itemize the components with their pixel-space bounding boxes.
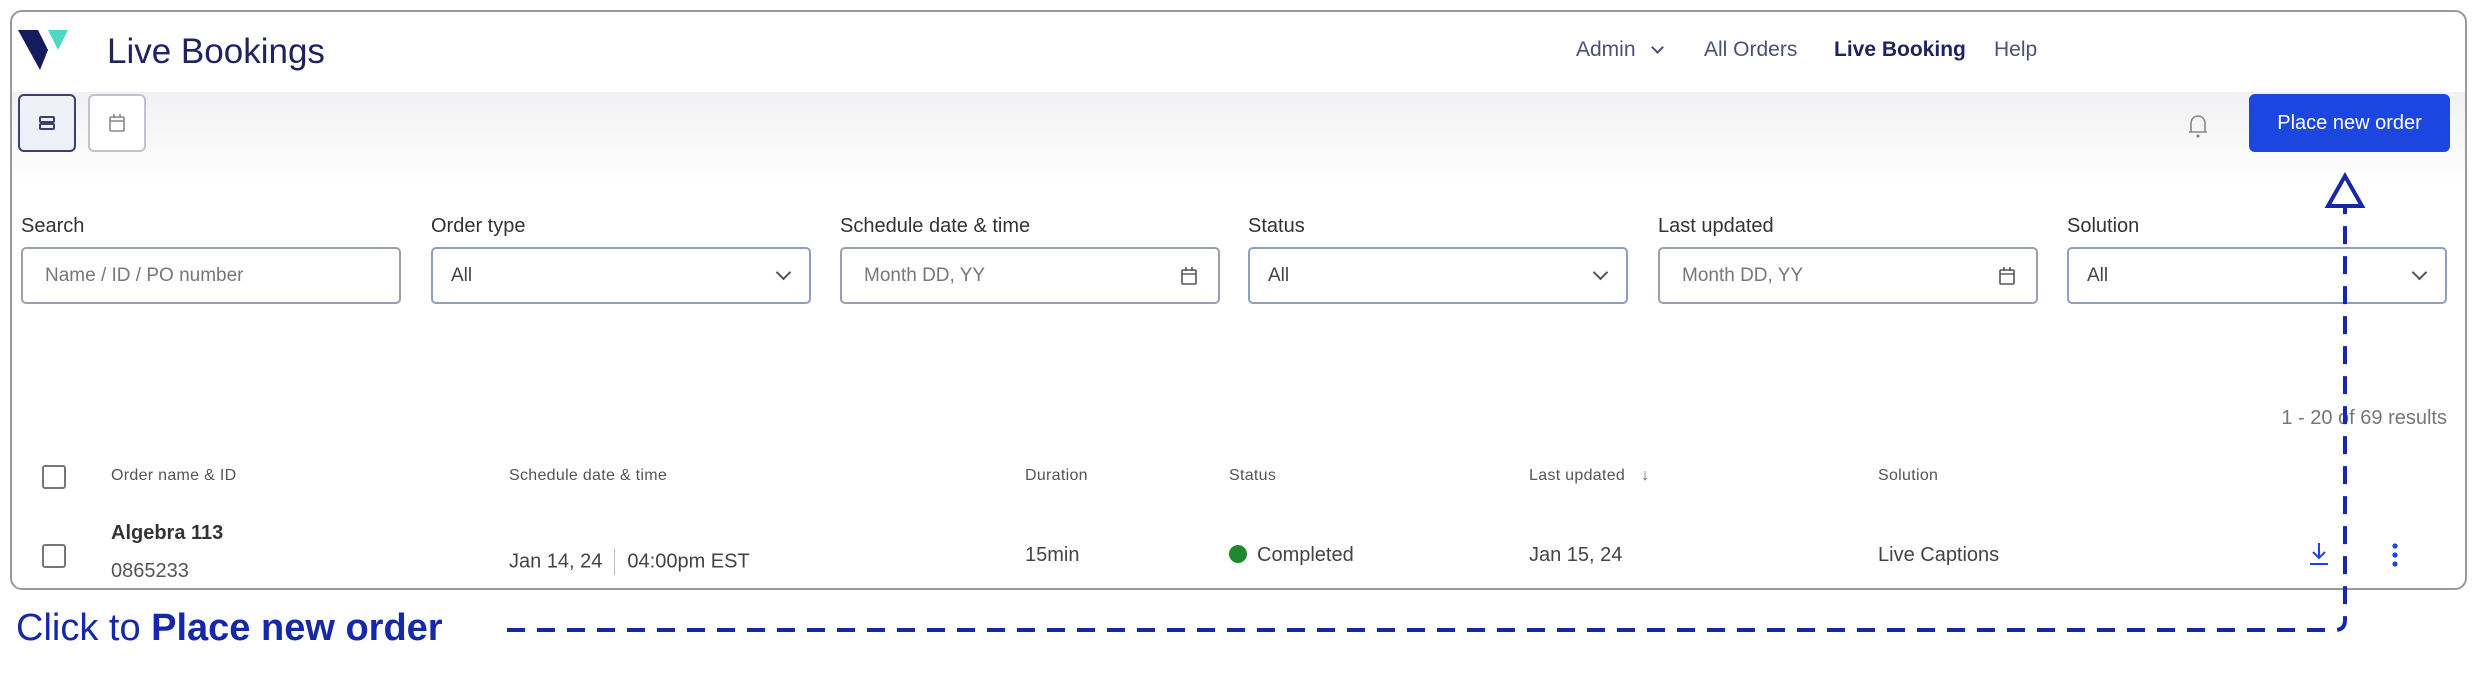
status-badge: Completed bbox=[1229, 544, 1354, 567]
logo-icon bbox=[18, 30, 68, 70]
annotation-dashed-line bbox=[507, 206, 2347, 632]
solution-cell: Live Captions bbox=[1878, 544, 2000, 566]
order-type-dropdown[interactable]: All bbox=[431, 247, 811, 304]
more-options-icon[interactable] bbox=[2390, 542, 2400, 568]
placeholder-text: Month DD, YY bbox=[1682, 264, 1804, 286]
header-solution: Solution bbox=[1878, 467, 1939, 484]
filter-label-order-type: Order type bbox=[431, 215, 526, 237]
schedule-time: 04:00pm EST bbox=[627, 550, 750, 573]
download-icon[interactable] bbox=[2308, 540, 2330, 568]
header-order-name: Order name & ID bbox=[111, 467, 237, 484]
filter-label-status: Status bbox=[1248, 215, 1305, 237]
divider bbox=[614, 549, 616, 575]
header-last-updated[interactable]: Last updated ↓ bbox=[1529, 467, 1649, 485]
list-view-icon bbox=[39, 116, 55, 130]
list-view-button[interactable] bbox=[18, 94, 76, 152]
calendar-view-button[interactable] bbox=[88, 94, 146, 152]
nav-all-orders[interactable]: All Orders bbox=[1704, 38, 1798, 61]
annotation-prefix: Click to bbox=[16, 607, 152, 649]
duration-cell: 15min bbox=[1025, 544, 1080, 566]
order-name[interactable]: Algebra 113 bbox=[111, 522, 224, 544]
header-duration: Duration bbox=[1025, 467, 1088, 484]
placeholder-text: Name / ID / PO number bbox=[45, 264, 244, 286]
calendar-view-icon bbox=[109, 114, 125, 132]
toolbar bbox=[12, 92, 2465, 187]
calendar-icon[interactable] bbox=[1180, 266, 1198, 286]
header-last-updated-label: Last updated bbox=[1529, 467, 1626, 484]
selected-value: All bbox=[451, 264, 473, 286]
nav-admin-label: Admin bbox=[1576, 38, 1636, 61]
last-updated-cell: Jan 15, 24 bbox=[1529, 544, 1623, 566]
schedule-date-time-input[interactable]: Month DD, YY bbox=[840, 247, 1220, 304]
filter-label-solution: Solution bbox=[2067, 215, 2140, 237]
annotation-text: Click to Place new order bbox=[16, 607, 443, 650]
status-dot-icon bbox=[1229, 545, 1247, 563]
schedule-cell: Jan 14, 24 04:00pm EST bbox=[509, 549, 750, 575]
schedule-date: Jan 14, 24 bbox=[509, 550, 603, 573]
order-id: 0865233 bbox=[111, 560, 189, 582]
app-window: Live Bookings Admin All Orders Live Book… bbox=[10, 10, 2467, 590]
header-schedule: Schedule date & time bbox=[509, 467, 668, 484]
status-dropdown[interactable]: All bbox=[1248, 247, 1628, 304]
filter-label-last-updated: Last updated bbox=[1658, 215, 1774, 237]
annotation-arrowhead bbox=[2324, 171, 2366, 208]
header-status: Status bbox=[1229, 467, 1277, 484]
bell-icon[interactable] bbox=[2186, 112, 2210, 140]
sort-down-icon: ↓ bbox=[1641, 467, 1650, 484]
filter-label-search: Search bbox=[21, 215, 85, 237]
selected-value: All bbox=[1268, 264, 1290, 286]
status-label: Completed bbox=[1257, 544, 1354, 566]
page-title: Live Bookings bbox=[107, 32, 325, 71]
annotation-bold: Place new order bbox=[151, 607, 443, 649]
placeholder-text: Month DD, YY bbox=[864, 264, 986, 286]
filter-label-schedule-date-time: Schedule date & time bbox=[840, 215, 1031, 237]
nav-live-booking[interactable]: Live Booking bbox=[1834, 38, 1966, 61]
row-checkbox[interactable] bbox=[42, 544, 66, 568]
nav-admin[interactable]: Admin bbox=[1576, 38, 1665, 62]
results-count: 1 - 20 of 69 results bbox=[2281, 407, 2447, 429]
selected-value: All bbox=[2087, 264, 2109, 286]
calendar-icon[interactable] bbox=[1998, 266, 2016, 286]
place-new-order-button[interactable]: Place new order bbox=[2249, 94, 2450, 152]
search-input[interactable]: Name / ID / PO number bbox=[21, 247, 401, 304]
select-all-checkbox[interactable] bbox=[42, 465, 66, 489]
nav-help[interactable]: Help bbox=[1994, 38, 2038, 61]
last-updated-input[interactable]: Month DD, YY bbox=[1658, 247, 2038, 304]
solution-dropdown[interactable]: All bbox=[2067, 247, 2447, 304]
